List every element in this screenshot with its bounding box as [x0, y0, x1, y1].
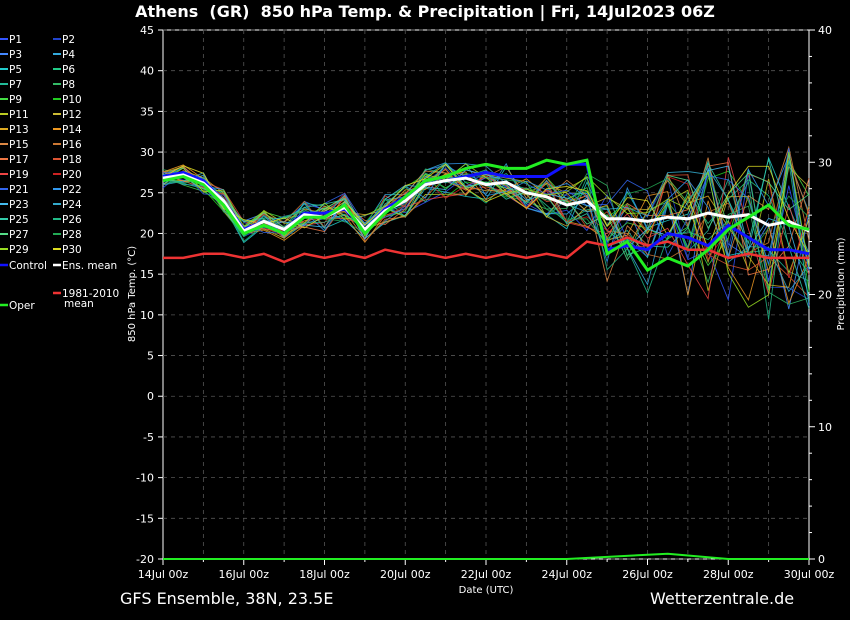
legend-label: P5 — [9, 64, 22, 76]
legend-label: P19 — [9, 169, 29, 181]
legend-label: P17 — [9, 154, 29, 166]
y2-tick-label: 20 — [818, 289, 832, 302]
series-line-ens-mean — [162, 173, 810, 233]
y-tick-label: 25 — [140, 187, 154, 200]
legend-label: P6 — [62, 64, 75, 76]
y-tick-label: -20 — [136, 553, 154, 566]
legend-label: P12 — [62, 109, 82, 121]
legend-label: P27 — [9, 229, 29, 241]
legend-label: P14 — [62, 124, 82, 136]
x-tick-label: 28Jul 00z — [703, 568, 754, 581]
x-axis-label: Date (UTC) — [459, 585, 514, 596]
main-series — [162, 158, 810, 273]
y-tick-label: 30 — [140, 146, 154, 159]
legend-label: P25 — [9, 214, 29, 226]
legend-label: P22 — [62, 184, 82, 196]
y2-tick-label: 0 — [818, 553, 825, 566]
legend-label: P18 — [62, 154, 82, 166]
legend-label: mean — [64, 298, 94, 310]
chart-title: Athens (GR) 850 hPa Temp. & Precipitatio… — [135, 2, 715, 21]
member-line-p26 — [162, 160, 810, 320]
y-tick-label: -5 — [143, 431, 154, 444]
legend-label: P8 — [62, 79, 75, 91]
x-axis: 14Jul 00z 16Jul 00z 18Jul 00z 20Jul 00z 22Ju… — [138, 559, 835, 581]
legend-label: P29 — [9, 244, 29, 256]
member-line-p22 — [162, 153, 810, 271]
legend-label: P4 — [62, 49, 75, 61]
legend-label: P2 — [62, 34, 75, 46]
y2-axis-label: Precipitation (mm) — [836, 237, 847, 330]
y2-tick-label: 30 — [818, 156, 832, 169]
legend-label: P28 — [62, 229, 82, 241]
member-line-p30 — [162, 163, 810, 256]
legend-label: P16 — [62, 139, 82, 151]
legend-label: 1981-2010 — [62, 288, 119, 300]
legend-label: P30 — [62, 244, 82, 256]
x-tick-label: 18Jul 00z — [299, 568, 350, 581]
legend-label: Ens. mean — [62, 260, 117, 272]
y-tick-label: -10 — [136, 472, 154, 485]
y2-axis: 0 10 20 30 40 — [809, 24, 832, 566]
x-tick-label: 14Jul 00z — [138, 568, 189, 581]
x-tick-label: 26Jul 00z — [622, 568, 673, 581]
legend-label: P26 — [62, 214, 82, 226]
y-tick-label: -15 — [136, 512, 154, 525]
legend-label: Control — [9, 260, 47, 272]
y2-tick-label: 40 — [818, 24, 832, 37]
x-tick-label: 22Jul 00z — [461, 568, 512, 581]
y-tick-label: 15 — [140, 268, 154, 281]
y-tick-label: 0 — [147, 390, 154, 403]
y-axis-label: 850 hPa Temp. (°C) — [127, 246, 138, 342]
legend-label: Oper — [9, 300, 35, 312]
member-line-p29 — [162, 152, 810, 308]
legend-label: P11 — [9, 109, 29, 121]
x-tick-label: 30Jul 00z — [784, 568, 835, 581]
x-tick-label: 20Jul 00z — [380, 568, 431, 581]
x-tick-label: 24Jul 00z — [541, 568, 592, 581]
x-tick-label: 16Jul 00z — [218, 568, 269, 581]
member-line-p27 — [162, 163, 810, 261]
y-axis: -20 -15 -10 -5 0 5 10 15 20 25 30 35 40 45 — [136, 24, 163, 566]
legend-label: P21 — [9, 184, 29, 196]
y-tick-label: 40 — [140, 65, 154, 78]
model-info: GFS Ensemble, 38N, 23.5E — [120, 589, 334, 608]
legend-label: P9 — [9, 94, 22, 106]
legend-label: P13 — [9, 124, 29, 136]
y-tick-label: 5 — [147, 350, 154, 363]
legend-label: P24 — [62, 199, 82, 211]
source-credit: Wetterzentrale.de — [650, 589, 795, 608]
legend-label: P10 — [62, 94, 82, 106]
legend-label: P7 — [9, 79, 22, 91]
series-line-1981-2010 — [163, 236, 809, 264]
series-line-oper — [162, 158, 810, 273]
y-tick-label: 45 — [140, 24, 154, 37]
y-tick-label: 20 — [140, 227, 154, 240]
member-line-p20 — [163, 173, 810, 279]
member-line-p11 — [162, 173, 810, 291]
legend-label: P3 — [9, 49, 22, 61]
legend-label: P20 — [62, 169, 82, 181]
y-tick-label: 10 — [140, 309, 154, 322]
legend-label: P15 — [9, 139, 29, 151]
legend: P1 P2 P3 P4 P5 P6 P7 P8 P9 P10 P11 P12 P13 P14 P15 P16 P… — [0, 34, 119, 312]
legend-label: P23 — [9, 199, 29, 211]
y-tick-label: 35 — [140, 105, 154, 118]
y2-tick-label: 10 — [818, 421, 832, 434]
legend-label: P1 — [9, 34, 22, 46]
precipitation-line — [163, 552, 809, 560]
